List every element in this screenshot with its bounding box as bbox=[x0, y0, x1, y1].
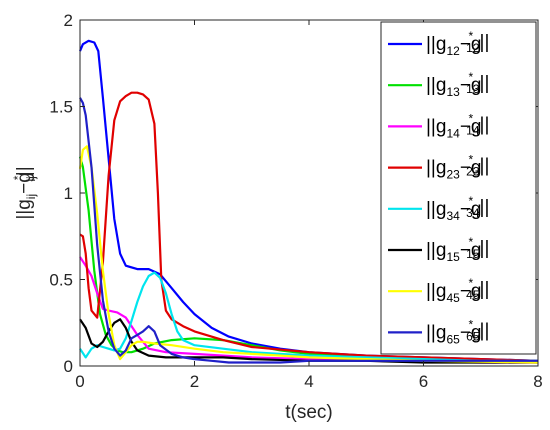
series-line-65 bbox=[79, 97, 538, 364]
y-label-sup: * bbox=[11, 175, 25, 180]
series-line-23 bbox=[79, 91, 539, 362]
series-line-45 bbox=[78, 145, 539, 364]
legend-entry-13: ||g13−g* 13|| bbox=[426, 70, 489, 99]
x-tick-label: 6 bbox=[419, 372, 428, 391]
y-tick-label: 2 bbox=[64, 11, 73, 30]
legend: ||g12−g* 12|| ||g13−g* 13|| ||g14−g* 14|| ||g2… bbox=[380, 21, 537, 355]
y-label-mid: −g bbox=[14, 172, 35, 194]
series-layer bbox=[78, 39, 539, 364]
y-axis: 0 0.5 1 1.5 2 bbox=[49, 11, 538, 376]
y-label-end: || bbox=[14, 166, 35, 176]
y-tick-label: 1.5 bbox=[49, 98, 73, 117]
x-axis-label: t(sec) bbox=[285, 402, 333, 423]
y-tick-label: 1 bbox=[64, 184, 73, 203]
legend-entry-12: ||g12−g* 12|| bbox=[426, 29, 489, 58]
legend-entry-14: ||g14−g* 14|| bbox=[426, 111, 489, 140]
x-tick-label: 4 bbox=[304, 372, 313, 391]
y-label-sub2: ij bbox=[24, 176, 38, 181]
y-tick-label: 0 bbox=[64, 357, 73, 376]
x-tick-label: 2 bbox=[190, 372, 199, 391]
y-label-base: ||g bbox=[14, 199, 35, 219]
x-tick-label: 8 bbox=[533, 372, 542, 391]
legend-entry-34: ||g34−g* 34|| bbox=[426, 194, 489, 223]
legend-entry-23: ||g23−g* 23|| bbox=[426, 153, 489, 182]
x-tick-label: 0 bbox=[75, 372, 84, 391]
y-axis-label: ||gij−g*ij|| bbox=[11, 166, 38, 219]
legend-entry-45: ||g45−g* 45|| bbox=[426, 276, 489, 305]
legend-box bbox=[380, 21, 537, 355]
x-axis: 0 2 4 6 8 bbox=[75, 20, 543, 391]
legend-entry-15: ||g15−g* 15|| bbox=[426, 235, 489, 264]
y-tick-label: 0.5 bbox=[49, 271, 73, 290]
legend-entry-65: ||g65−g* 65|| bbox=[426, 317, 489, 346]
series-line-34 bbox=[79, 271, 538, 362]
y-label-sub1: ij bbox=[24, 194, 38, 199]
